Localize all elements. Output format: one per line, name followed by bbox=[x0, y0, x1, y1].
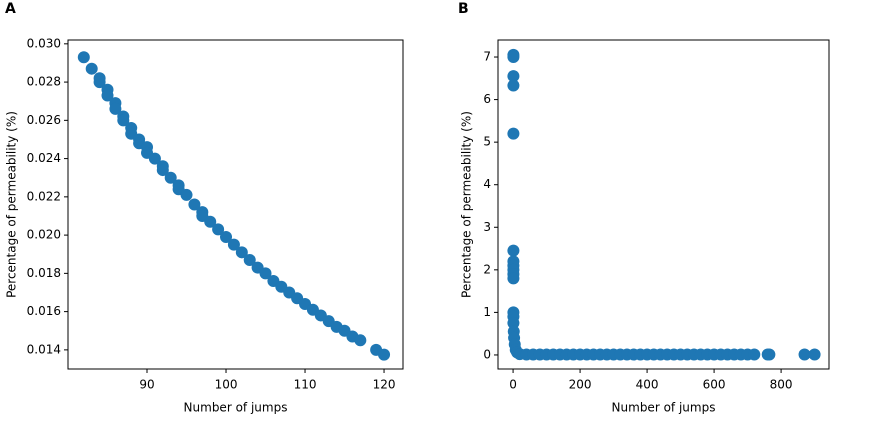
point bbox=[148, 152, 161, 165]
x-tick-label: 90 bbox=[139, 378, 154, 392]
y-tick-label: 0 bbox=[483, 347, 491, 361]
x-tick-label: 110 bbox=[294, 378, 317, 392]
point bbox=[808, 348, 821, 361]
point bbox=[507, 244, 520, 257]
point bbox=[101, 89, 114, 102]
point bbox=[507, 51, 520, 64]
x-axis-label: Number of jumps bbox=[612, 401, 716, 415]
y-tick-label: 0.026 bbox=[27, 113, 61, 127]
point bbox=[188, 198, 201, 211]
y-tick-label: 0.022 bbox=[27, 189, 61, 203]
point bbox=[748, 348, 761, 361]
point bbox=[354, 334, 367, 347]
plot-frame bbox=[497, 39, 830, 370]
point bbox=[507, 127, 520, 140]
y-tick-label: 0.016 bbox=[27, 304, 61, 318]
y-tick-label: 0.024 bbox=[27, 151, 61, 165]
x-tick-label: 800 bbox=[770, 378, 793, 392]
y-axis-label: Percentage of permeability (%) bbox=[5, 111, 19, 298]
y-tick-label: 4 bbox=[483, 177, 491, 191]
point bbox=[763, 348, 776, 361]
point bbox=[164, 171, 177, 184]
y-tick-label: 2 bbox=[483, 262, 491, 276]
y-tick-label: 0.020 bbox=[27, 228, 61, 242]
y-tick-label: 0.028 bbox=[27, 75, 61, 89]
y-tick-label: 3 bbox=[483, 220, 491, 234]
point bbox=[507, 317, 520, 330]
point bbox=[227, 238, 240, 251]
point bbox=[212, 223, 225, 236]
y-tick-label: 6 bbox=[483, 92, 491, 106]
point bbox=[117, 114, 130, 127]
y-tick-label: 7 bbox=[483, 50, 491, 64]
y-tick-label: 0.014 bbox=[27, 342, 61, 356]
point bbox=[220, 231, 233, 244]
point bbox=[507, 70, 520, 83]
x-tick-label: 200 bbox=[569, 378, 592, 392]
point bbox=[85, 62, 98, 75]
point bbox=[180, 188, 193, 201]
point bbox=[109, 102, 122, 115]
plot-frame bbox=[67, 39, 404, 370]
point bbox=[259, 267, 272, 280]
x-tick-label: 0 bbox=[509, 378, 517, 392]
y-tick-label: 1 bbox=[483, 305, 491, 319]
point bbox=[507, 79, 520, 92]
y-axis-label: Percentage of permeability (%) bbox=[460, 111, 474, 298]
x-axis-label: Number of jumps bbox=[184, 401, 288, 415]
point bbox=[798, 348, 811, 361]
point bbox=[93, 76, 106, 89]
point bbox=[77, 51, 90, 64]
point bbox=[204, 215, 217, 228]
point bbox=[235, 246, 248, 259]
point bbox=[507, 272, 520, 285]
point bbox=[243, 253, 256, 266]
x-tick-label: 120 bbox=[373, 378, 396, 392]
y-tick-label: 5 bbox=[483, 135, 491, 149]
x-tick-label: 600 bbox=[703, 378, 726, 392]
panel-label: A bbox=[5, 1, 16, 17]
panel-label: B bbox=[458, 1, 469, 17]
x-tick-label: 100 bbox=[215, 378, 238, 392]
x-tick-label: 400 bbox=[636, 378, 659, 392]
point bbox=[378, 348, 391, 361]
point bbox=[156, 164, 169, 177]
y-tick-label: 0.030 bbox=[27, 36, 61, 50]
y-tick-label: 0.018 bbox=[27, 266, 61, 280]
